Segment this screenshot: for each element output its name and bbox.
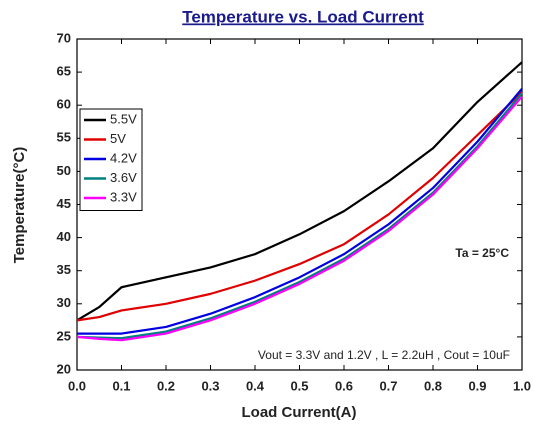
y-tick-label: 25 bbox=[57, 328, 71, 343]
series-line bbox=[76, 61, 523, 322]
legend-label: 3.6V bbox=[110, 170, 137, 185]
series-line bbox=[76, 91, 523, 322]
annotation: Vout = 3.3V and 1.2V , L = 2.2uH , Cout … bbox=[258, 348, 510, 362]
legend-label: 5V bbox=[110, 131, 126, 146]
y-tick-label: 55 bbox=[57, 130, 71, 145]
x-tick-label: 0.9 bbox=[468, 378, 486, 393]
x-tick-label: 0.7 bbox=[379, 378, 397, 393]
legend-label: 5.5V bbox=[110, 111, 137, 126]
x-tick-label: 0.4 bbox=[246, 378, 265, 393]
x-tick-label: 0.3 bbox=[201, 378, 219, 393]
legend-label: 4.2V bbox=[110, 150, 137, 165]
x-tick-label: 0.2 bbox=[157, 378, 175, 393]
series-line bbox=[77, 87, 523, 335]
x-axis-label: Load Current(A) bbox=[242, 404, 357, 421]
y-tick-label: 60 bbox=[57, 97, 71, 112]
x-tick-label: 0.8 bbox=[424, 378, 442, 393]
y-tick-label: 30 bbox=[57, 295, 71, 310]
y-tick-label: 70 bbox=[57, 30, 71, 45]
legend-label: 3.3V bbox=[110, 189, 137, 204]
annotation: Ta = 25°C bbox=[455, 246, 509, 260]
y-tick-label: 20 bbox=[57, 361, 71, 376]
y-tick-label: 65 bbox=[57, 64, 71, 79]
y-tick-label: 35 bbox=[57, 262, 71, 277]
y-tick-label: 50 bbox=[57, 163, 71, 178]
x-tick-label: 0.0 bbox=[68, 378, 86, 393]
chart-title: Temperature vs. Load Current bbox=[182, 7, 424, 26]
x-tick-label: 1.0 bbox=[513, 378, 531, 393]
y-tick-label: 40 bbox=[57, 229, 71, 244]
x-tick-label: 0.6 bbox=[335, 378, 353, 393]
series-line bbox=[76, 92, 523, 340]
y-tick-label: 45 bbox=[57, 196, 71, 211]
y-axis-label: Temperature(°C) bbox=[11, 147, 28, 264]
x-tick-label: 0.1 bbox=[112, 378, 130, 393]
plot-frame bbox=[76, 38, 523, 371]
x-tick-label: 0.5 bbox=[290, 378, 308, 393]
series-line bbox=[76, 95, 523, 342]
